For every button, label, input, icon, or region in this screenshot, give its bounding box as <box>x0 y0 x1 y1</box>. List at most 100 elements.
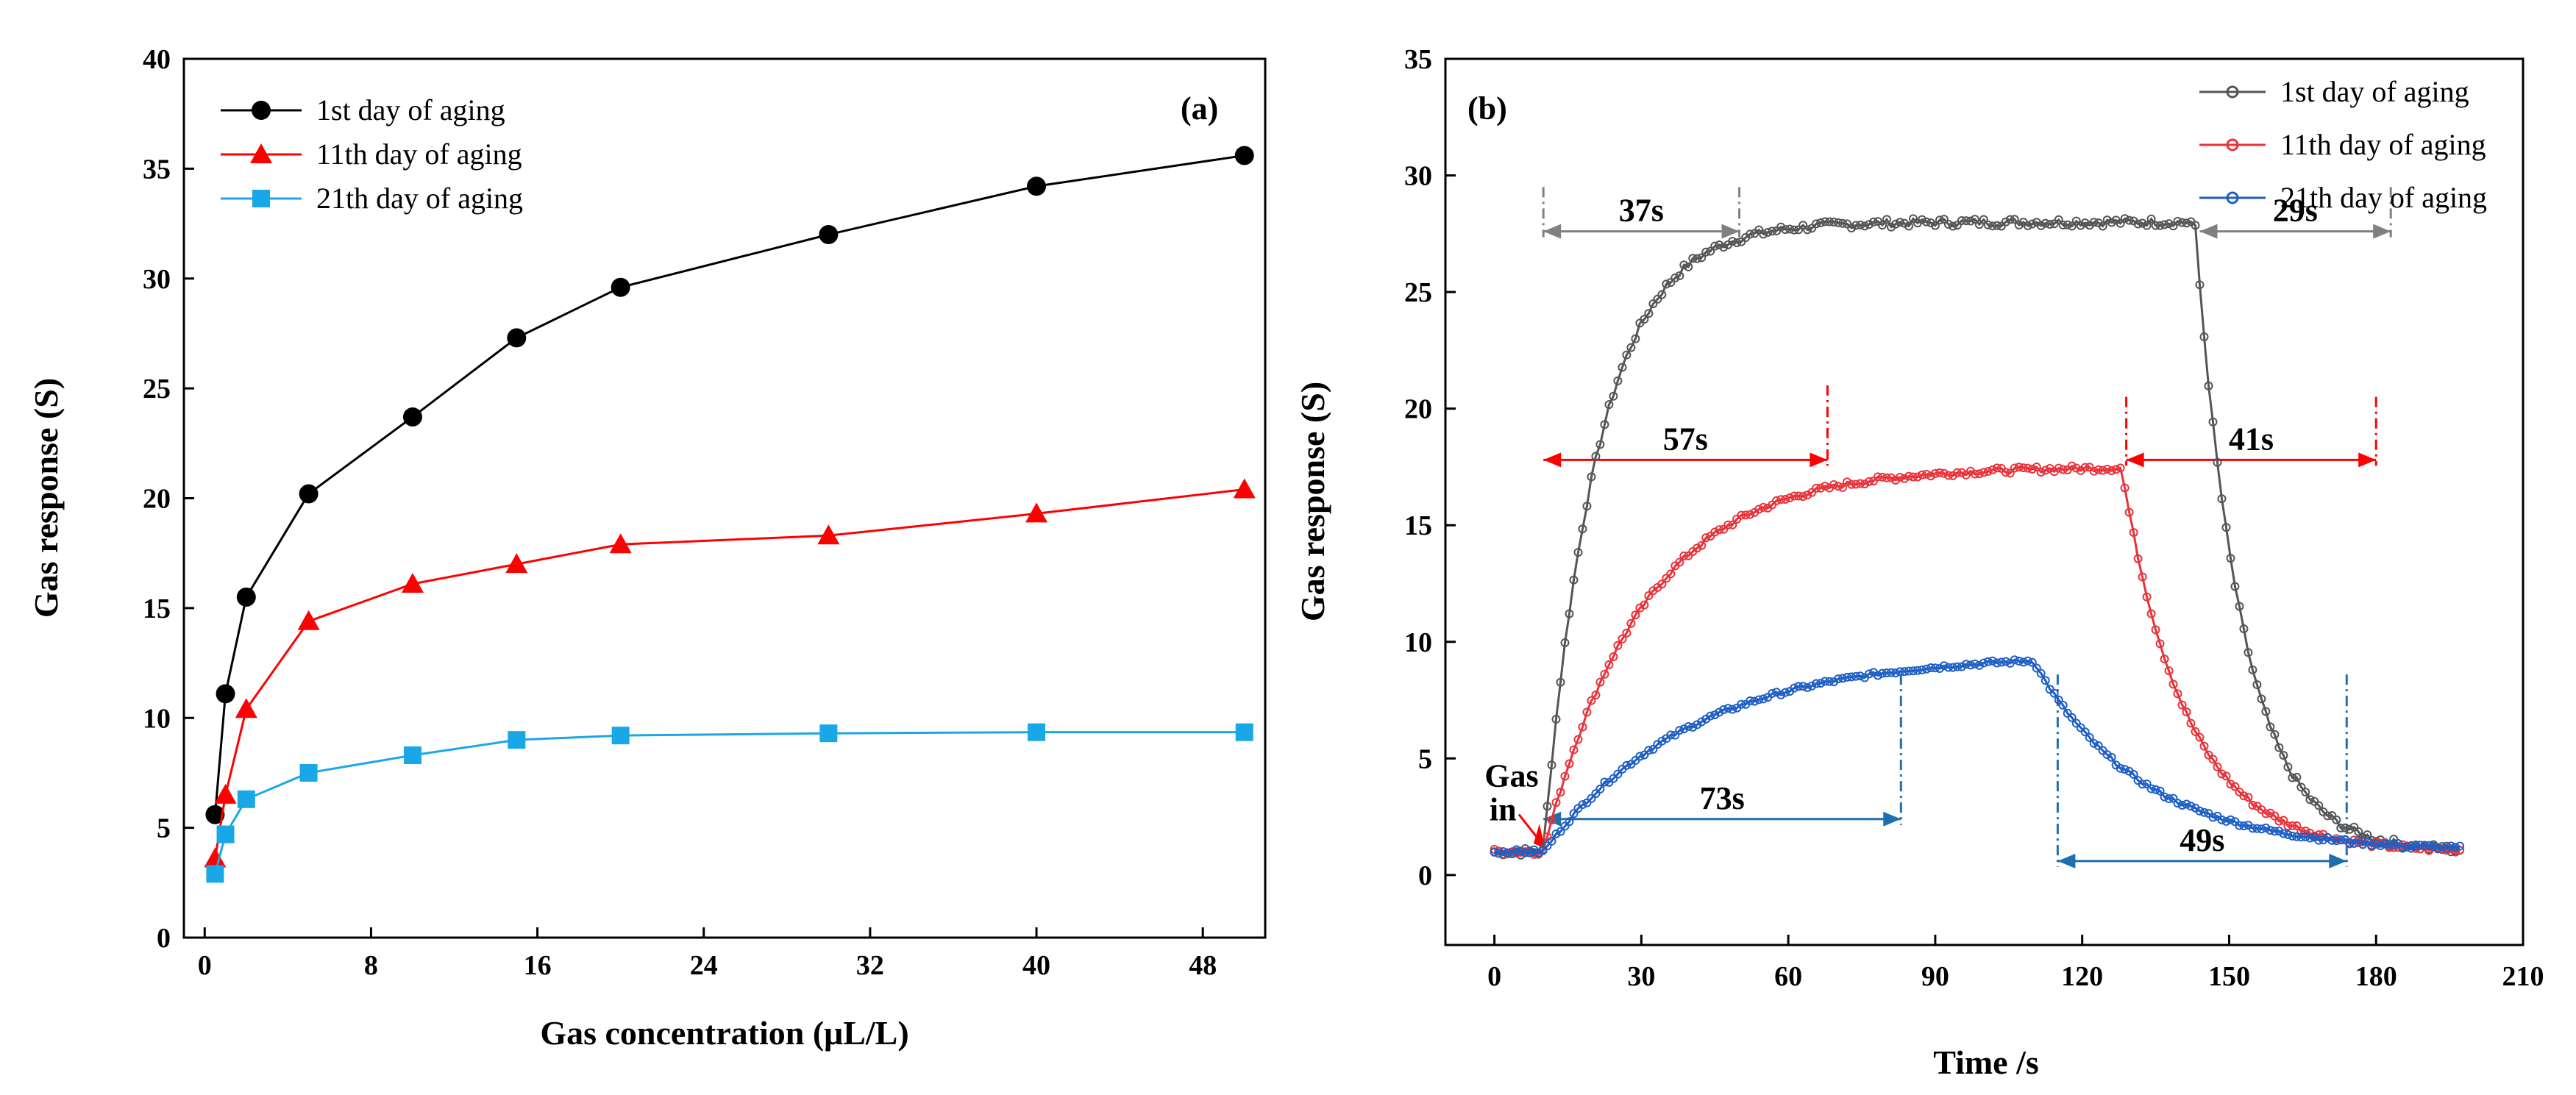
data-point-b <box>2292 773 2302 782</box>
y-tick-label-b: 20 <box>1404 394 1432 425</box>
data-point-b <box>2023 463 2032 473</box>
data-point-a <box>401 573 424 593</box>
data-point-b <box>2257 824 2266 834</box>
data-point-a <box>1235 723 1253 741</box>
data-point-b <box>1974 220 1984 229</box>
data-point-b <box>1948 663 1957 672</box>
data-point-b <box>2323 811 2333 821</box>
data-point-b <box>1746 229 1755 239</box>
data-point-b <box>1865 669 1874 679</box>
data-point-b <box>2354 827 2363 836</box>
data-point-b <box>2067 461 2077 471</box>
data-point-b <box>2142 779 2152 788</box>
data-point-b <box>2111 465 2121 474</box>
data-point-b <box>1803 225 1812 235</box>
data-point-b <box>1825 217 1835 227</box>
data-point-b <box>1662 279 1671 289</box>
data-point-b <box>1693 720 1702 730</box>
data-point-b <box>1917 215 1926 224</box>
data-point-b <box>1657 290 1667 299</box>
data-point-b <box>1961 660 1971 669</box>
data-point-b <box>2283 821 2293 831</box>
data-point-a <box>216 684 235 704</box>
data-point-b <box>1851 671 1861 681</box>
data-point-b <box>2270 730 2280 739</box>
data-point-b <box>1847 224 1857 233</box>
data-point-b <box>2160 654 2169 664</box>
data-point-b <box>1860 479 1870 489</box>
data-point-b <box>1754 504 1764 514</box>
arrow-head-b <box>2373 224 2391 239</box>
data-point-b <box>1587 472 1596 482</box>
data-point-b <box>1794 682 1804 691</box>
data-point-a <box>507 328 527 348</box>
data-point-b <box>2089 466 2099 476</box>
x-tick-label-a: 40 <box>1022 950 1050 981</box>
data-point-a <box>1233 478 1256 499</box>
data-point-b <box>1851 221 1861 230</box>
data-point-b <box>1988 465 1997 474</box>
data-point-b <box>1746 510 1755 519</box>
data-point-b <box>1913 666 1922 675</box>
gas-in-word-b: Gas <box>1484 757 1538 793</box>
data-point-b <box>1640 315 1649 324</box>
annotation-label-b: 41s <box>2229 421 2274 457</box>
data-point-b <box>1494 849 1504 858</box>
data-point-b <box>1719 524 1729 534</box>
data-point-b <box>1917 666 1926 675</box>
data-point-b <box>1631 610 1640 620</box>
legend-marker-a <box>250 143 272 163</box>
data-point-b <box>2191 727 2200 736</box>
data-point-b <box>1877 668 1887 678</box>
data-point-b <box>1604 660 1614 669</box>
data-point-b <box>1679 260 1689 270</box>
data-point-b <box>1992 221 2002 230</box>
data-point-b <box>2451 843 2461 852</box>
data-point-b <box>2173 799 2182 808</box>
data-point-b <box>2164 666 2174 676</box>
data-point-b <box>2014 657 2024 666</box>
data-point-b <box>1838 218 1848 228</box>
data-point-b <box>1829 480 1839 490</box>
data-point-b <box>1952 468 1962 477</box>
data-point-b <box>1803 491 1812 500</box>
data-point-b <box>1759 229 1768 239</box>
x-axis-title-b: Time /s <box>1933 1044 2039 1081</box>
data-point-b <box>1640 600 1649 610</box>
data-point-b <box>2173 689 2182 699</box>
legend-marker-b <box>2226 85 2239 99</box>
data-point-b <box>1821 217 1830 227</box>
data-point-b <box>2001 468 2010 477</box>
data-point-b <box>1684 262 1693 271</box>
data-point-b <box>1834 674 1843 684</box>
x-tick-label-a: 24 <box>690 950 718 981</box>
data-point-b <box>1781 225 1790 235</box>
axis-ticks-a: 0 8 16 24 32 40 48 0 5 10 15 20 25 30 35 40 <box>143 44 1217 981</box>
data-point-b <box>1970 215 1979 224</box>
series-line-b <box>1494 658 2461 855</box>
data-point-b <box>1622 628 1632 638</box>
data-point-b <box>1794 225 1804 235</box>
data-point-b <box>2036 467 2046 477</box>
data-point-b <box>2341 823 2350 832</box>
data-point-b <box>1679 551 1689 560</box>
data-point-b <box>2032 663 2041 673</box>
data-point-b <box>2071 463 2081 473</box>
y-tick-label-b: 30 <box>1404 161 1432 192</box>
data-point-b <box>1679 724 1689 734</box>
data-point-b <box>2036 668 2046 678</box>
data-point-b <box>2416 841 2425 850</box>
data-point-b <box>1737 510 1746 520</box>
data-point-b <box>2036 221 2046 230</box>
data-point-b <box>1772 688 1782 697</box>
data-point-b <box>2076 221 2085 230</box>
data-point-b <box>1865 477 1874 486</box>
data-point-b <box>2208 813 2218 822</box>
data-point-b <box>1890 668 1900 678</box>
data-point-b <box>1821 677 1830 686</box>
data-point-b <box>2120 765 2130 774</box>
data-point-b <box>2319 835 2328 845</box>
data-point-b <box>2195 280 2205 290</box>
data-point-b <box>2160 792 2169 802</box>
data-point-a <box>402 407 422 427</box>
